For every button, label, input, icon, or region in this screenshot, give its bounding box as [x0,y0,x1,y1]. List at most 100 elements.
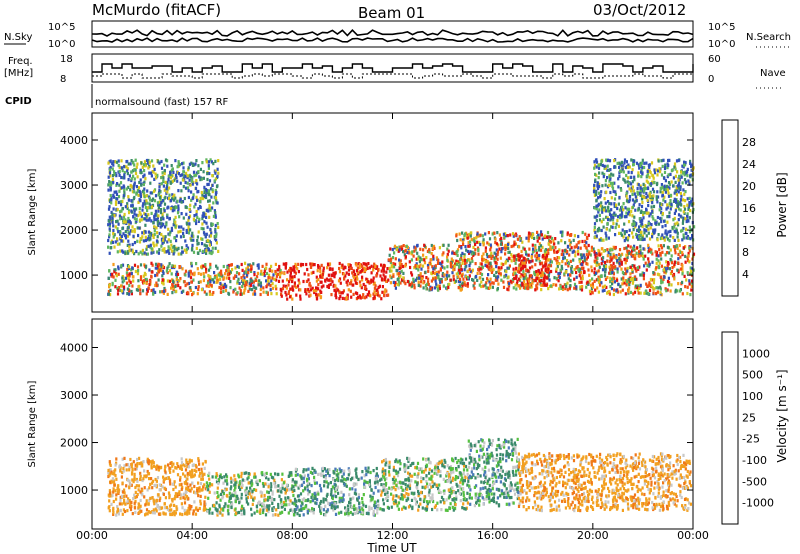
data-cell [190,505,193,509]
data-cell [145,475,148,479]
data-cell [533,271,536,276]
data-cell [197,219,200,223]
data-cell [139,263,143,267]
data-cell [141,235,144,239]
data-cell [267,276,270,280]
data-cell [563,249,567,253]
data-cell [311,286,314,290]
data-cell [343,277,346,281]
data-cell [128,249,131,253]
data-cell [163,171,166,176]
data-cell [668,182,672,186]
data-cell [195,179,198,183]
data-cell [662,244,665,248]
data-cell [195,195,198,199]
data-cell [595,252,598,256]
data-cell [148,205,151,209]
data-cell [271,276,274,280]
data-cell [455,262,458,267]
data-cell [551,236,554,241]
data-cell [202,272,205,276]
data-cell [436,287,439,291]
data-cell [527,253,530,257]
data-cell [674,222,677,226]
data-cell [333,275,336,279]
data-cell [569,259,572,263]
data-cell [661,280,664,284]
data-cell [620,188,623,192]
data-cell [646,194,649,198]
data-cell [167,174,170,178]
data-cell [331,267,334,272]
data-cell [438,246,441,250]
data-cell [563,272,566,276]
data-cell [515,274,518,278]
data-cell [186,477,189,481]
data-cell [207,284,210,288]
data-cell [148,202,151,206]
data-cell [214,213,217,218]
data-cell [668,215,671,219]
data-cell [166,279,169,283]
data-cell [659,202,662,206]
data-cell [128,283,131,288]
data-cell [127,497,130,501]
data-cell [150,247,153,251]
data-cell [430,271,433,275]
data-cell [299,297,302,301]
data-cell [468,267,471,271]
data-cell [206,172,209,176]
data-cell [375,292,378,296]
data-cell [608,271,611,275]
data-cell [540,261,544,265]
data-cell [602,238,605,242]
data-cell [147,502,150,506]
data-cell [232,290,235,294]
data-cell [609,285,612,289]
data-cell [585,257,588,261]
data-cell [621,167,624,172]
data-cell [600,281,603,285]
data-cell [217,159,220,163]
data-cell [247,271,250,275]
data-cell [293,270,296,274]
data-cell [202,176,205,180]
data-cell [547,251,550,256]
data-cell [144,273,147,277]
data-cell [154,290,157,294]
data-cell [481,265,484,269]
data-cell [392,262,395,266]
data-cell [126,499,129,503]
data-cell [542,256,545,260]
data-cell [610,213,613,217]
data-cell [187,463,190,467]
data-cell [207,268,211,272]
data-cell [322,284,325,288]
data-cell [419,263,422,267]
nsearch-label: N.Search [746,32,791,43]
data-cell [552,239,555,243]
data-cell [346,293,349,297]
data-cell [611,282,614,286]
data-cell [216,280,219,284]
data-cell [147,459,150,463]
data-cell [199,482,203,486]
data-cell [536,235,539,240]
data-cell [404,249,407,253]
data-cell [612,252,615,256]
data-cell [623,230,626,234]
data-cell [409,265,412,270]
data-cell [205,208,208,212]
data-cell [516,237,519,241]
data-cell [304,289,307,293]
data-cell [280,271,283,275]
data-cell [611,267,614,272]
data-cell [687,254,690,258]
data-cell [335,287,338,291]
data-cell [220,290,223,294]
data-cell [130,170,133,174]
data-cell [134,171,138,175]
data-cell [660,217,663,221]
data-cell [594,236,597,240]
data-cell [661,212,664,216]
